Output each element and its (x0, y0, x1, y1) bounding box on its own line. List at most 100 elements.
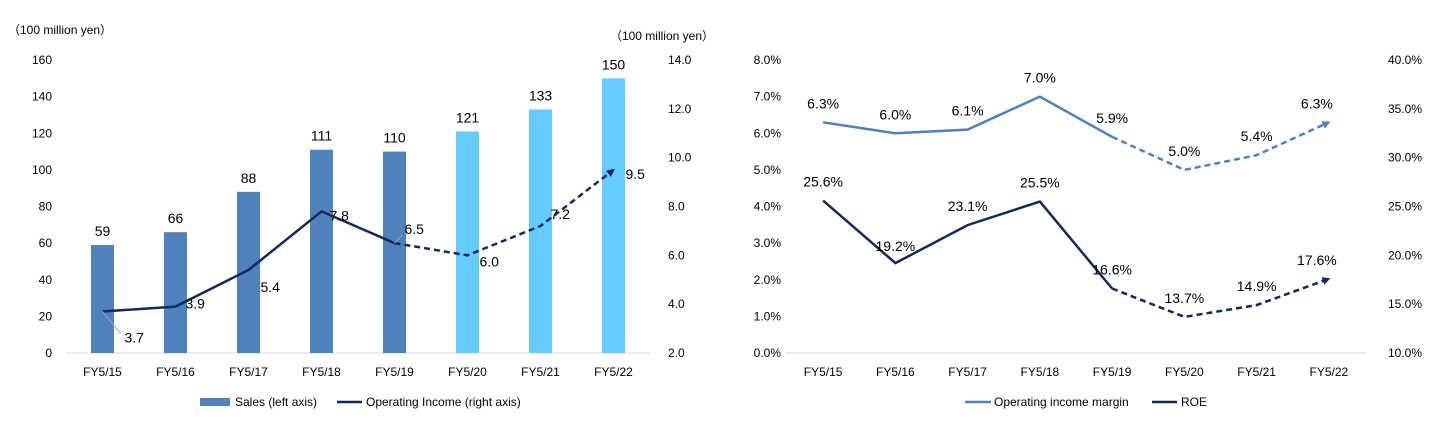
operating-income-line-actual (102, 209, 395, 313)
left-axis-tick-label: 7.0% (754, 90, 782, 104)
sales-bar-value-label: 150 (602, 56, 626, 72)
roe-value-label: 25.6% (803, 174, 843, 190)
x-axis-category-label: FY5/17 (948, 365, 987, 379)
operating-margin-value-label: 6.3% (807, 95, 839, 111)
right-axis-tick-label: 10.0 (668, 151, 692, 165)
sales-bar-value-label: 121 (456, 109, 480, 125)
roe-value-label: 16.6% (1092, 262, 1132, 278)
sales-bar-value-label: 66 (168, 210, 184, 226)
x-axis-category-label: FY5/20 (1165, 365, 1204, 379)
right-axis-tick-label: 15.0% (1388, 297, 1422, 311)
roe-value-label: 17.6% (1297, 252, 1337, 268)
right-axis-tick-label: 20.0% (1388, 248, 1422, 262)
right-axis-tick-label: 40.0% (1388, 53, 1422, 67)
operating-income-value-label: 6.5 (405, 221, 425, 237)
x-axis-category-label: FY5/18 (1021, 365, 1060, 379)
operating-margin-value-label: 6.1% (952, 103, 984, 119)
x-axis-category-label: FY5/18 (302, 365, 341, 379)
operating-margin-value-label: 7.0% (1024, 70, 1056, 86)
x-axis-category-label: FY5/17 (229, 365, 268, 379)
operating-income-value-label: 3.7 (125, 329, 145, 345)
left-axis-tick-label: 140 (32, 90, 52, 104)
right-axis-tick-label: 2.0 (668, 346, 685, 360)
right-axis-tick-label: 6.0 (668, 248, 685, 262)
margin-roe-chart: 0.0% 1.0% 2.0% 3.0% 4.0% 5.0% 6.0% 7.0% 8.0% 10.0… (715, 0, 1430, 423)
left-axis-tick-label: 20 (39, 309, 53, 323)
left-axis-tick-label: 60 (39, 236, 53, 250)
left-axis-tick-label: 0 (45, 346, 52, 360)
roe-line-actual (822, 199, 1114, 290)
left-axis-tick-label: 80 (39, 200, 53, 214)
sales-operating-income-svg: （100 million yen） （100 million yen） 0 20 40 6… (8, 23, 714, 409)
right-axis-tick-label: 14.0 (668, 53, 692, 67)
sales-bar-value-label: 111 (311, 128, 332, 144)
operating-income-value-label: 5.4 (261, 279, 281, 295)
right-axis-tick-label: 12.0 (668, 102, 692, 116)
right-axis-tick-label: 30.0% (1388, 151, 1422, 165)
sales-bar (456, 131, 479, 353)
operating-margin-value-label: 6.0% (879, 106, 911, 122)
legend-swatch-sales (200, 398, 230, 406)
left-axis-tick-label: 6.0% (754, 126, 782, 140)
x-axis-category-label: FY5/19 (1093, 365, 1132, 379)
roe-value-label: 25.5% (1020, 175, 1060, 191)
left-axis-tick-label: 1.0% (754, 309, 782, 323)
left-axis-tick-label: 120 (32, 126, 52, 140)
operating-margin-line-forecast (1111, 121, 1331, 172)
x-axis-category-label: FY5/20 (448, 365, 487, 379)
left-axis-tick-label: 100 (32, 163, 52, 177)
sales-bar-value-label: 110 (383, 130, 406, 146)
sales-operating-income-chart: （100 million yen） （100 million yen） 0 20 40 6… (8, 23, 714, 409)
left-axis-tick-label: 3.0% (754, 236, 782, 250)
x-axis-category-label: FY5/22 (1310, 365, 1349, 379)
operating-margin-value-label: 6.3% (1301, 95, 1333, 111)
left-axis-tick-label: 8.0% (754, 53, 782, 67)
margin-roe-svg: 0.0% 1.0% 2.0% 3.0% 4.0% 5.0% 6.0% 7.0% 8.0% 10.0… (754, 53, 1423, 409)
x-axis-category-label: FY5/15 (83, 365, 122, 379)
x-axis-category-label: FY5/16 (876, 365, 915, 379)
operating-income-value-label: 3.9 (186, 296, 206, 312)
right-axis-tick-label: 35.0% (1388, 102, 1422, 116)
roe-value-label: 23.1% (948, 198, 988, 214)
left-axis-tick-label: 5.0% (754, 163, 782, 177)
left-axis-tick-label: 40 (39, 273, 53, 287)
left-axis-unit-label: （100 million yen） (8, 23, 112, 37)
x-axis-category-label: FY5/15 (804, 365, 843, 379)
operating-margin-value-label: 5.9% (1096, 110, 1128, 126)
sales-bar (383, 151, 406, 353)
operating-margin-line-actual (822, 95, 1113, 138)
x-axis-category-label: FY5/16 (156, 365, 195, 379)
operating-margin-value-label: 5.0% (1168, 143, 1200, 159)
legend-label-roe: ROE (1181, 395, 1207, 409)
operating-margin-value-label: 5.4% (1241, 128, 1273, 144)
sales-bar (164, 232, 187, 353)
roe-line-forecast (1111, 277, 1331, 319)
right-axis-tick-label: 25.0% (1388, 200, 1422, 214)
roe-value-label: 14.9% (1237, 278, 1277, 294)
legend-label-sales: Sales (left axis) (235, 395, 317, 409)
right-axis-unit-label: （100 million yen） (610, 29, 714, 43)
x-axis-category-label: FY5/19 (375, 365, 414, 379)
legend-label-operating-margin: Operating income margin (994, 395, 1129, 409)
right-axis-tick-label: 8.0 (668, 200, 685, 214)
operating-income-value-label: 9.5 (626, 166, 646, 182)
roe-value-label: 13.7% (1165, 290, 1205, 306)
right-axis-tick-label: 10.0% (1388, 346, 1422, 360)
sales-bar (91, 244, 114, 353)
x-axis-category-label: FY5/21 (1237, 365, 1276, 379)
label-leader-line (102, 311, 121, 334)
sales-bar (529, 109, 552, 353)
left-axis-tick-label: 2.0% (754, 273, 782, 287)
sales-bar-value-label: 59 (95, 223, 111, 239)
operating-income-line-forecast (394, 168, 615, 257)
sales-bar-value-label: 133 (529, 87, 553, 103)
operating-income-value-label: 7.8 (330, 207, 350, 223)
left-axis-tick-label: 160 (32, 53, 52, 67)
x-axis-category-label: FY5/21 (521, 365, 560, 379)
right-axis-tick-label: 4.0 (668, 297, 685, 311)
sales-bar (237, 191, 260, 353)
sales-bar (602, 78, 625, 353)
sales-bar-value-label: 88 (241, 170, 257, 186)
left-axis-tick-label: 4.0% (754, 200, 782, 214)
roe-value-label: 19.2% (876, 238, 916, 254)
